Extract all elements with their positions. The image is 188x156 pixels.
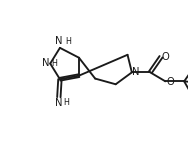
Text: H: H	[65, 37, 71, 46]
Text: O: O	[162, 52, 170, 62]
Text: O: O	[167, 77, 174, 87]
Text: N: N	[55, 36, 63, 46]
Text: H: H	[64, 98, 69, 107]
Text: N: N	[132, 67, 139, 77]
Text: N: N	[42, 58, 49, 68]
Text: N: N	[55, 98, 63, 108]
Text: H: H	[52, 59, 57, 68]
